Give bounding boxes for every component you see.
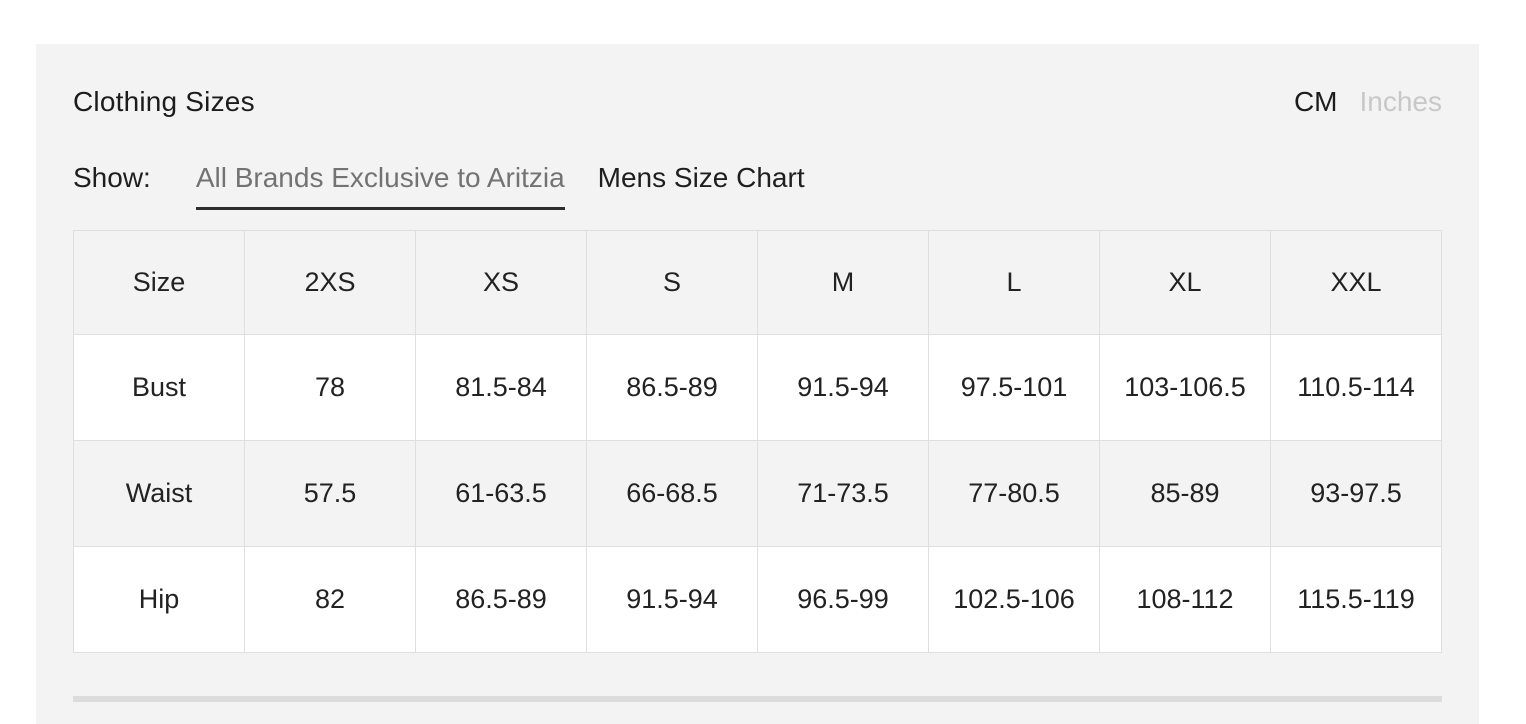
page-title: Clothing Sizes [73,86,255,117]
header-cell-m: M [757,230,929,335]
next-table-top-edge [73,696,1442,702]
table-cell: 91.5-94 [586,546,758,653]
table-row-bust: Bust 78 81.5-84 86.5-89 91.5-94 97.5-101… [73,334,1442,441]
table-cell: 82 [244,546,416,653]
table-row-hip: Hip 82 86.5-89 91.5-94 96.5-99 102.5-106… [73,546,1442,653]
table-cell: 86.5-89 [415,546,587,653]
table-header-row: Size 2XS XS S M L XL XXL [73,230,1442,335]
tab-mens-size-chart[interactable]: Mens Size Chart [597,162,805,193]
table-cell: 91.5-94 [757,334,929,441]
row-label: Waist [73,440,245,547]
header-cell-size: Size [73,230,245,335]
table-cell: 110.5-114 [1270,334,1442,441]
table-cell: 102.5-106 [928,546,1100,653]
table-cell: 61-63.5 [415,440,587,547]
table-cell: 71-73.5 [757,440,929,547]
table-cell: 86.5-89 [586,334,758,441]
table-cell: 81.5-84 [415,334,587,441]
header-cell-s: S [586,230,758,335]
unit-cm-button[interactable]: CM [1293,86,1338,117]
table-cell: 103-106.5 [1099,334,1271,441]
table-cell: 108-112 [1099,546,1271,653]
table-cell: 57.5 [244,440,416,547]
table-cell: 85-89 [1099,440,1271,547]
header-cell-l: L [928,230,1100,335]
unit-inches-button[interactable]: Inches [1359,86,1443,117]
panel-header: Clothing Sizes CM Inches [73,44,1442,118]
header-cell-xs: XS [415,230,587,335]
show-tabs-row: Show: All Brands Exclusive to Aritzia Me… [73,162,1442,210]
size-chart-panel: Clothing Sizes CM Inches Show: All Brand… [36,44,1479,724]
table-cell: 97.5-101 [928,334,1100,441]
row-label: Hip [73,546,245,653]
table-cell: 93-97.5 [1270,440,1442,547]
show-label: Show: [73,162,151,193]
header-cell-xxl: XXL [1270,230,1442,335]
table-cell: 115.5-119 [1270,546,1442,653]
unit-toggle: CM Inches [1294,86,1442,118]
tab-all-brands[interactable]: All Brands Exclusive to Aritzia [195,162,565,210]
table-cell: 77-80.5 [928,440,1100,547]
table-cell: 78 [244,334,416,441]
size-chart-table: Size 2XS XS S M L XL XXL Bust 78 81.5-84… [73,230,1442,653]
table-cell: 96.5-99 [757,546,929,653]
header-cell-2xs: 2XS [244,230,416,335]
table-cell: 66-68.5 [586,440,758,547]
row-label: Bust [73,334,245,441]
table-row-waist: Waist 57.5 61-63.5 66-68.5 71-73.5 77-80… [73,440,1442,547]
header-cell-xl: XL [1099,230,1271,335]
